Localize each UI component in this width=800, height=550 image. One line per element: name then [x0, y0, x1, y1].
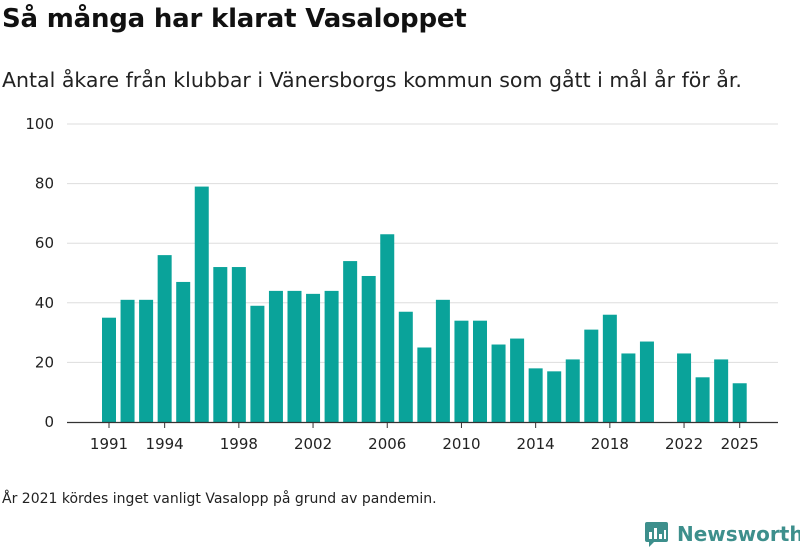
newsworthy-logo-icon	[645, 522, 668, 547]
bar-2019	[621, 353, 636, 422]
bar-2010	[454, 320, 469, 422]
bar-1998	[231, 267, 246, 422]
y-tick-label: 20	[35, 353, 54, 371]
bar-2018	[602, 314, 617, 422]
bar-2022	[677, 353, 692, 422]
x-tick-label: 1994	[146, 435, 184, 453]
bar-2005	[361, 275, 376, 422]
bar-1992	[120, 299, 135, 422]
y-tick-label: 40	[35, 294, 54, 312]
x-tick-label: 2018	[591, 435, 629, 453]
brand-logo: Newsworthy	[644, 519, 800, 549]
bar-2014	[528, 368, 543, 422]
bar-2008	[417, 347, 432, 422]
x-tick-label: 2025	[721, 435, 759, 453]
bar-1995	[176, 281, 191, 422]
bar-2006	[380, 234, 395, 422]
bar-2007	[398, 311, 413, 422]
x-tick-label: 1998	[220, 435, 258, 453]
y-tick-label: 100	[25, 115, 54, 133]
brand-name: Newsworthy	[677, 522, 800, 546]
bar-2015	[547, 371, 562, 422]
x-tick-label: 2022	[665, 435, 703, 453]
bar-2011	[473, 320, 487, 422]
bar-2016	[565, 359, 580, 422]
bar-2002	[306, 293, 321, 422]
x-tick-label: 2014	[517, 435, 555, 453]
x-tick-label: 2010	[442, 435, 480, 453]
bar-2020	[639, 341, 654, 422]
chart-subtitle: Antal åkare från klubbar i Vänersborgs k…	[2, 68, 742, 92]
bar-2003	[324, 290, 339, 422]
bar-2023	[695, 377, 710, 422]
bar-2009	[435, 299, 450, 422]
footnote: År 2021 kördes inget vanligt Vasalopp på…	[2, 491, 437, 507]
bar-2004	[343, 261, 358, 422]
bar-1997	[213, 267, 228, 422]
bar-2024	[714, 359, 729, 422]
bar-1999	[250, 305, 265, 422]
bar-1996	[194, 186, 209, 422]
bar-2012	[491, 344, 506, 422]
y-tick-label: 60	[35, 234, 54, 252]
bar-2000	[268, 290, 283, 422]
bar-2025	[732, 383, 747, 422]
chart-title: Så många har klarat Vasaloppet	[2, 4, 467, 34]
bar-2013	[510, 338, 525, 422]
x-tick-label: 1991	[90, 435, 128, 453]
x-tick-label: 2006	[368, 435, 406, 453]
y-tick-label: 0	[44, 413, 54, 431]
bar-1994	[157, 255, 172, 422]
bar-2001	[287, 290, 302, 422]
bar-1991	[102, 317, 116, 422]
y-tick-label: 80	[35, 175, 54, 193]
bar-2017	[584, 329, 599, 422]
bar-1993	[139, 299, 154, 422]
x-tick-label: 2002	[294, 435, 332, 453]
